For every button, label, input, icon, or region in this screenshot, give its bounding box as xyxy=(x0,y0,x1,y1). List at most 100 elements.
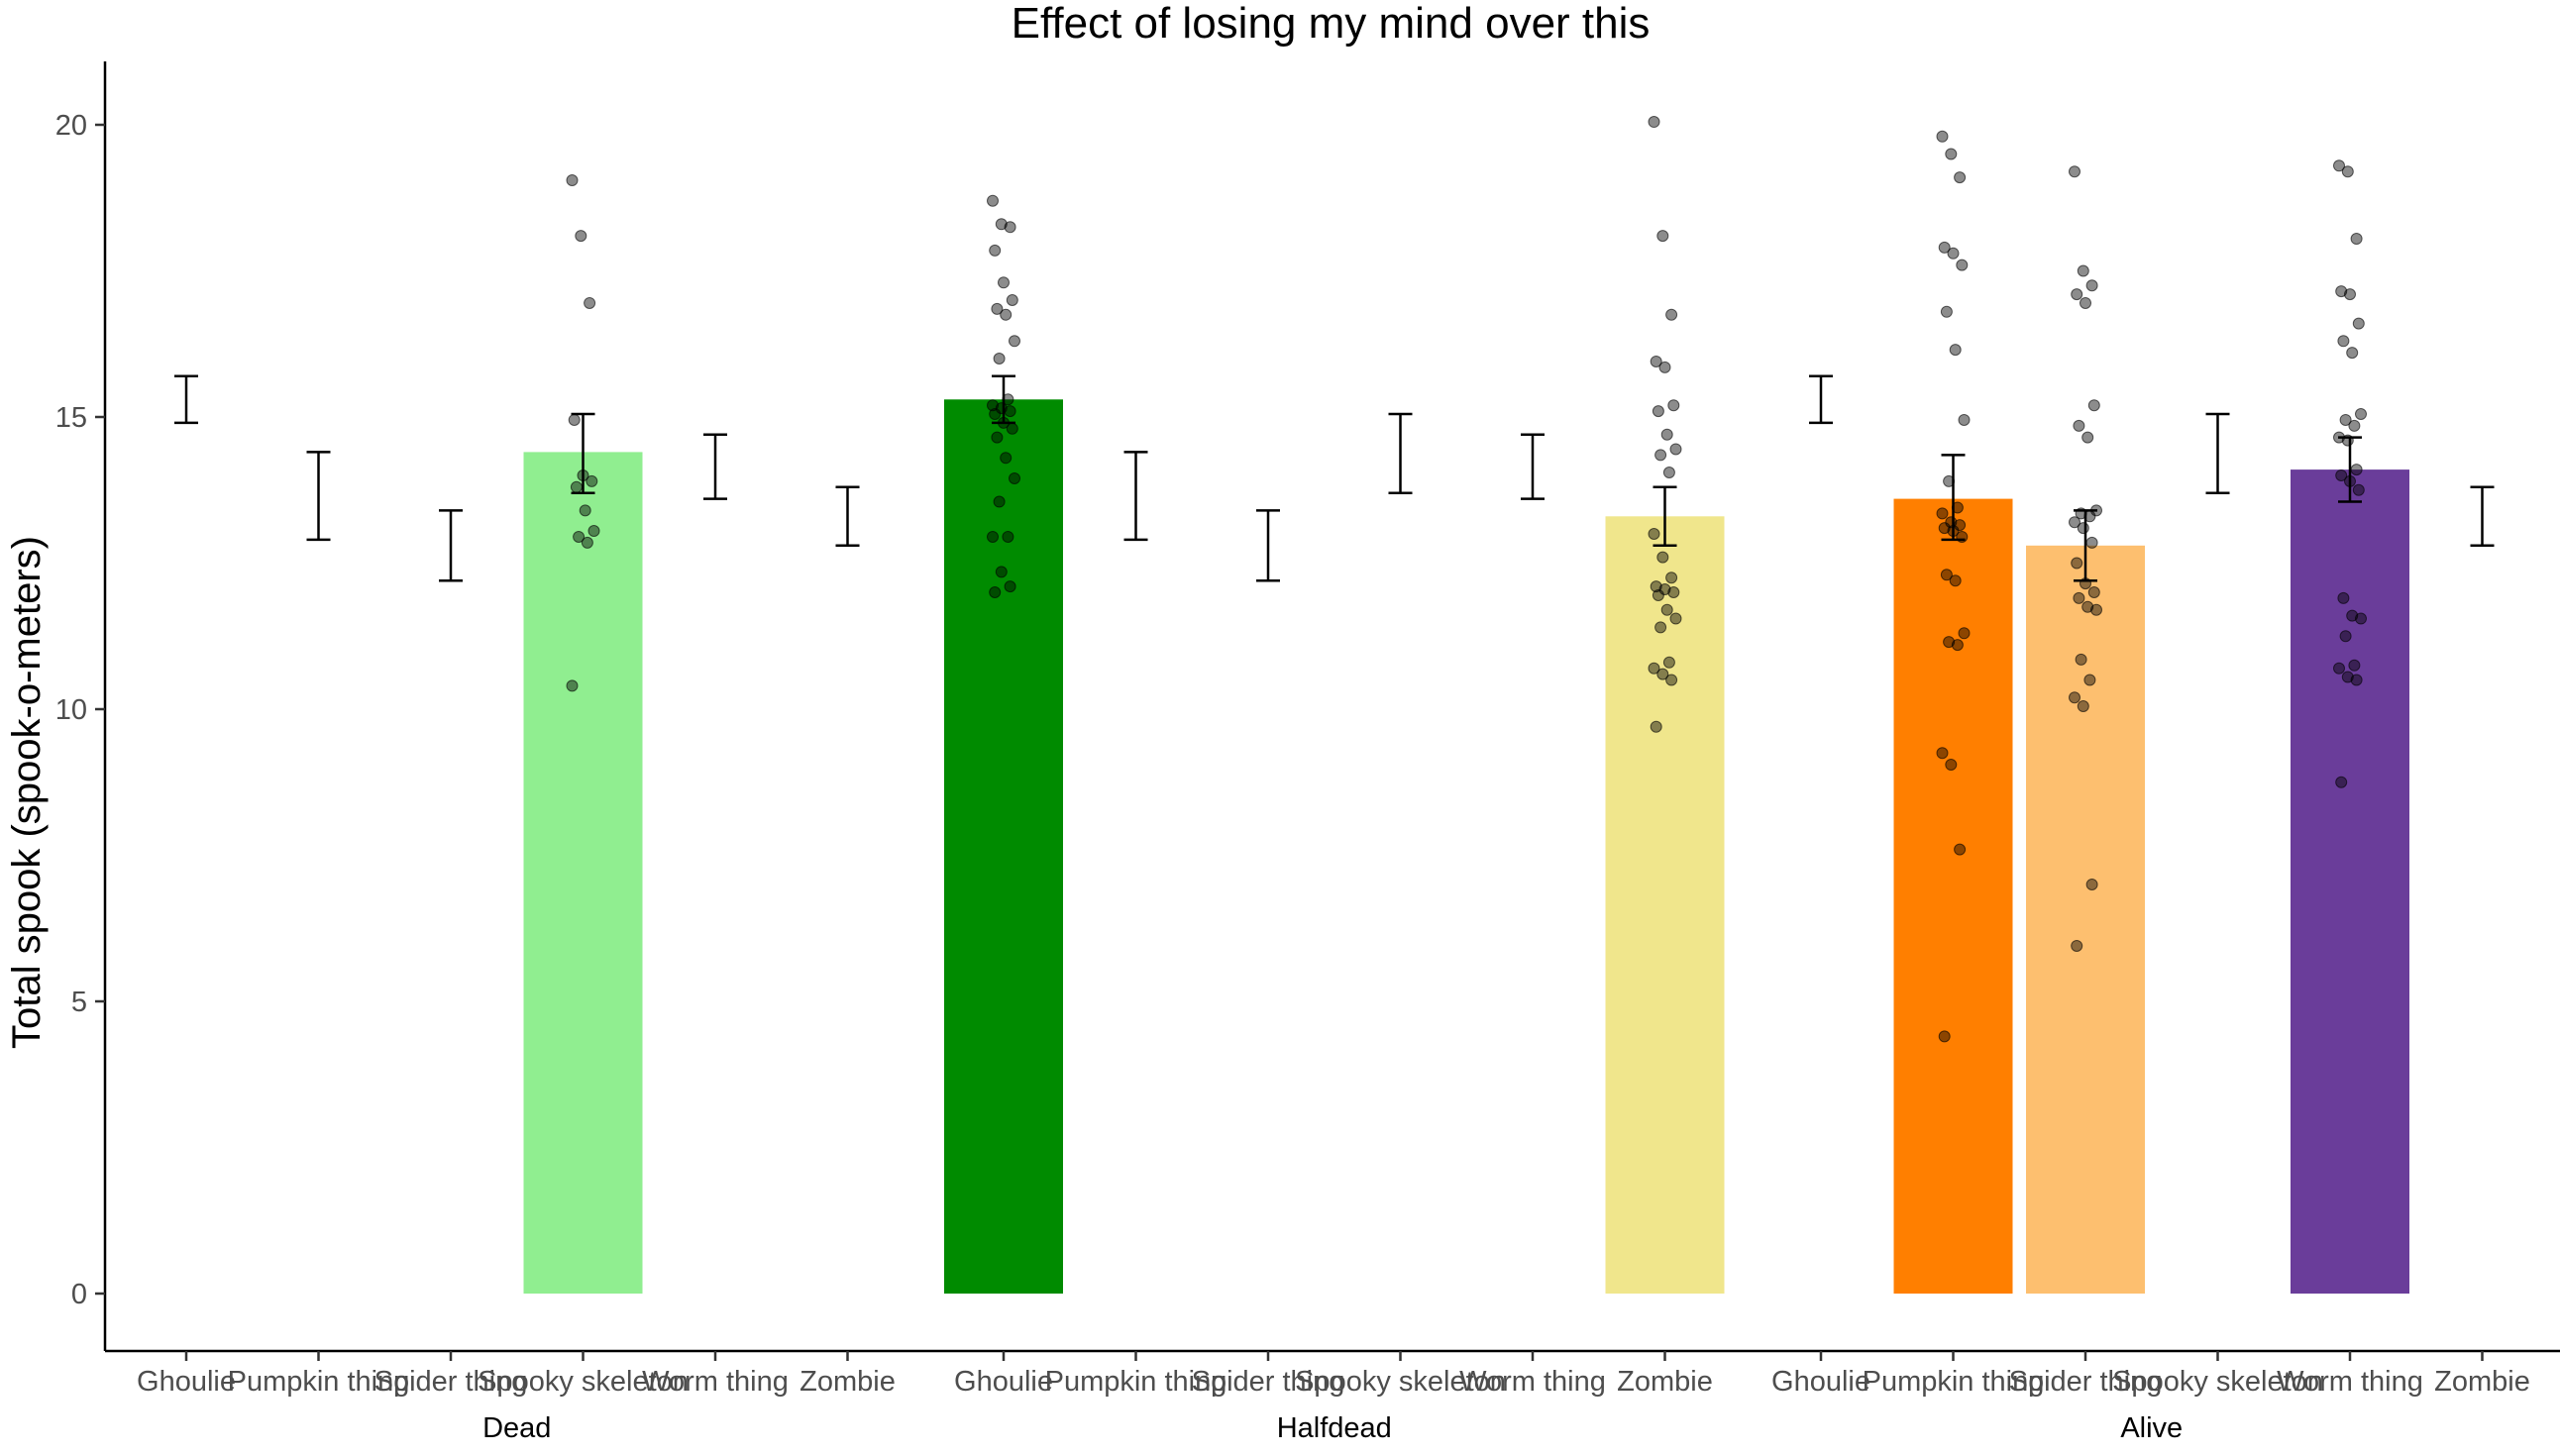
data-point xyxy=(2339,413,2352,426)
data-point xyxy=(1665,308,1678,321)
x-tick-label: Spooky skeleton xyxy=(2112,1366,2323,1398)
data-point xyxy=(1660,428,1673,441)
x-tick-label: Worm thing xyxy=(2277,1366,2423,1398)
data-point xyxy=(1004,405,1016,418)
data-point xyxy=(1656,668,1669,680)
data-point xyxy=(1648,662,1660,675)
data-point xyxy=(586,474,598,487)
data-point xyxy=(1938,241,1951,254)
y-tick-label: 0 xyxy=(71,1279,87,1310)
data-point xyxy=(1945,148,1958,160)
y-tick-label: 20 xyxy=(55,110,87,142)
chart-title: Effect of losing my mind over this xyxy=(1012,0,1651,48)
data-point xyxy=(993,353,1006,364)
data-point xyxy=(2352,483,2365,496)
x-tick-label: Worm thing xyxy=(642,1366,789,1398)
data-point xyxy=(1949,344,1962,357)
data-point xyxy=(1009,471,1020,484)
data-point xyxy=(1945,759,1958,772)
data-point xyxy=(2080,296,2091,309)
x-tick-label: Worm thing xyxy=(1459,1366,1606,1398)
data-point xyxy=(1648,528,1660,540)
error-bar xyxy=(2205,412,2230,494)
data-point xyxy=(1004,580,1016,593)
data-point xyxy=(2348,659,2361,672)
data-point xyxy=(2069,691,2080,704)
data-point xyxy=(1665,572,1678,584)
error-bar xyxy=(992,374,1015,425)
data-point xyxy=(1650,355,1662,367)
data-point xyxy=(2341,165,2354,178)
data-point xyxy=(581,536,593,549)
data-point xyxy=(575,230,587,243)
y-tick-label: 10 xyxy=(55,694,87,726)
error-bar xyxy=(1123,451,1148,542)
data-point xyxy=(1004,221,1016,234)
error-bar xyxy=(1653,485,1677,548)
data-point xyxy=(1652,405,1664,418)
x-tick-label: Zombie xyxy=(2434,1366,2530,1398)
data-point xyxy=(1938,522,1951,535)
data-point xyxy=(989,408,1002,421)
data-point xyxy=(1658,583,1671,596)
data-point xyxy=(1656,230,1669,243)
y-tick-label: 15 xyxy=(55,402,87,434)
data-point xyxy=(2073,591,2085,604)
data-point xyxy=(2335,776,2348,788)
data-point xyxy=(1940,569,1953,581)
bar-dead-spooky-skeleton xyxy=(523,452,643,1294)
data-point xyxy=(991,302,1004,315)
error-bar xyxy=(703,433,727,500)
data-point xyxy=(1958,627,1971,640)
data-point xyxy=(1006,294,1018,306)
data-point xyxy=(1665,674,1678,686)
data-point xyxy=(993,495,1006,508)
x-tick-label: Ghoulie xyxy=(1771,1366,1870,1398)
data-point xyxy=(1658,361,1671,373)
data-point xyxy=(2077,522,2089,535)
data-point xyxy=(1956,259,1969,271)
error-bar xyxy=(2470,485,2495,548)
data-point xyxy=(2071,557,2083,570)
data-point xyxy=(2085,879,2098,890)
data-point xyxy=(2348,419,2361,432)
x-tick-label: Ghoulie xyxy=(137,1366,236,1398)
x-tick-label: Spooky skeleton xyxy=(1295,1366,1506,1398)
x-tick-label: Zombie xyxy=(1617,1366,1713,1398)
data-point xyxy=(566,174,579,187)
data-point xyxy=(1650,580,1662,593)
error-bar xyxy=(1809,374,1833,425)
y-tick-label: 5 xyxy=(71,987,87,1018)
data-point xyxy=(2071,288,2083,301)
error-bar xyxy=(174,374,198,425)
data-point xyxy=(579,504,591,517)
data-point xyxy=(2337,591,2350,604)
group-label-dead: Dead xyxy=(482,1412,551,1444)
data-point xyxy=(2333,159,2345,172)
data-point xyxy=(2087,586,2100,598)
error-bar xyxy=(571,412,595,494)
bar-halfdead-ghoulie xyxy=(944,399,1063,1294)
bar-alive-pumpkin-thing xyxy=(1893,498,2013,1295)
x-tick-label: Pumpkin thing xyxy=(1045,1366,1227,1398)
group-label-halfdead: Halfdead xyxy=(1277,1412,1392,1444)
data-point xyxy=(2085,536,2098,549)
data-point xyxy=(2083,674,2096,686)
data-point xyxy=(1660,603,1673,616)
x-tick-label: Spider thing xyxy=(374,1366,528,1398)
error-bar xyxy=(2074,509,2097,582)
x-tick-label: Pumpkin thing xyxy=(228,1366,410,1398)
data-point xyxy=(2346,609,2359,622)
y-axis-label: Total spook (spook-o-meters) xyxy=(5,536,49,1049)
data-point xyxy=(2077,264,2089,277)
data-point xyxy=(2087,399,2100,412)
data-point xyxy=(2085,279,2098,292)
data-point xyxy=(2071,939,2083,952)
error-bar xyxy=(306,451,331,542)
data-point xyxy=(2337,335,2350,348)
data-point xyxy=(2346,347,2359,360)
data-point xyxy=(1954,171,1967,184)
data-point xyxy=(991,431,1004,444)
data-point xyxy=(2355,408,2367,421)
